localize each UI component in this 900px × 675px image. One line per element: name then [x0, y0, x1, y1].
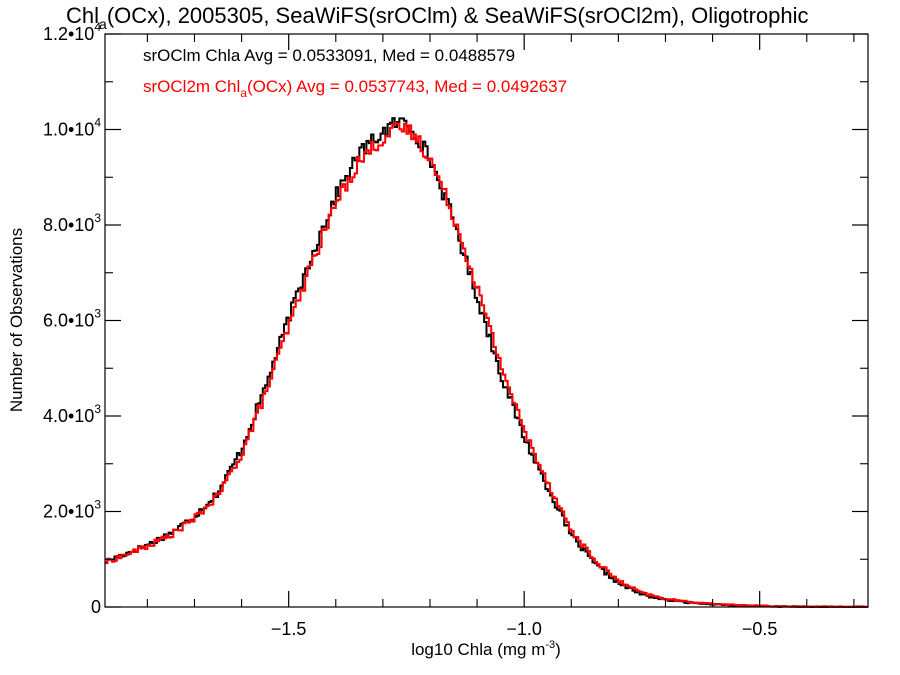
y-tick-label: 4.0•103	[43, 402, 101, 426]
y-tick-label: 1.0•104	[43, 116, 101, 140]
x-axis-label-close: )	[555, 640, 561, 659]
x-axis-label-main: log10 Chla (mg m	[411, 640, 545, 659]
y-tick-label: 2.0•103	[43, 498, 101, 522]
x-tick-label: −1.0	[506, 619, 542, 639]
legend-series-1: srOClm Chla Avg = 0.0533091, Med = 0.048…	[143, 46, 515, 65]
y-tick-label-mantissa: 4.0•10	[43, 406, 94, 426]
x-axis-label: log10 Chla (mg m-3)	[411, 639, 561, 659]
chart-title-prefix: Chl	[66, 3, 99, 28]
y-tick-label-exponent: 3	[94, 402, 101, 416]
y-tick-label-exponent: 4	[94, 20, 101, 34]
series-layer	[105, 117, 868, 608]
chart-title: Chla(OCx), 2005305, SeaWiFS(srOClm) & Se…	[66, 3, 809, 32]
y-tick-label: 1.2•104	[43, 20, 101, 44]
legend-series-1-text: srOClm Chla Avg = 0.0533091, Med = 0.048…	[143, 46, 515, 65]
legend-series-2: srOCl2m Chla(OCx) Avg = 0.0537743, Med =…	[143, 77, 567, 100]
chart-title-suffix: (OCx), 2005305, SeaWiFS(srOClm) & SeaWiF…	[107, 3, 809, 28]
y-axis-label: Number of Observations	[7, 228, 26, 412]
y-tick-label-exponent: 3	[94, 307, 101, 321]
legend-series-2-subscript: a	[240, 86, 247, 100]
y-tick-label-mantissa: 6.0•10	[43, 311, 94, 331]
y-tick-label-mantissa: 2.0•10	[43, 502, 94, 522]
legend-series-2-text-a: srOCl2m Chl	[143, 77, 240, 96]
x-tick-label: −0.5	[742, 619, 778, 639]
y-axis-label-text: Number of Observations	[7, 228, 26, 412]
y-tick-label: 0	[91, 597, 101, 617]
y-tick-label-exponent: 4	[94, 116, 101, 130]
y-tick-label: 6.0•103	[43, 307, 101, 331]
legend-series-2-text-b: (OCx) Avg = 0.0537743, Med = 0.0492637	[247, 77, 567, 96]
series-1-line	[105, 117, 868, 608]
y-tick-label-mantissa: 1.0•10	[43, 120, 94, 140]
y-tick-label: 8.0•103	[43, 211, 101, 235]
series-2-line	[105, 122, 868, 608]
y-tick-label-mantissa: 8.0•10	[43, 215, 94, 235]
x-tick-label: −1.5	[271, 619, 307, 639]
y-tick-label-exponent: 3	[94, 498, 101, 512]
chart-title-subscript: a	[99, 16, 107, 32]
x-axis-label-superscript: -3	[545, 639, 555, 651]
plot-frame	[104, 33, 869, 608]
y-tick-label-exponent: 3	[94, 211, 101, 225]
tick-layer: −1.5 −1.0 −0.502.0•1034.0•1036.0•1038.0•10…	[43, 20, 868, 639]
y-tick-label-mantissa: 1.2•10	[43, 24, 94, 44]
y-tick-label-mantissa: 0	[91, 597, 101, 617]
